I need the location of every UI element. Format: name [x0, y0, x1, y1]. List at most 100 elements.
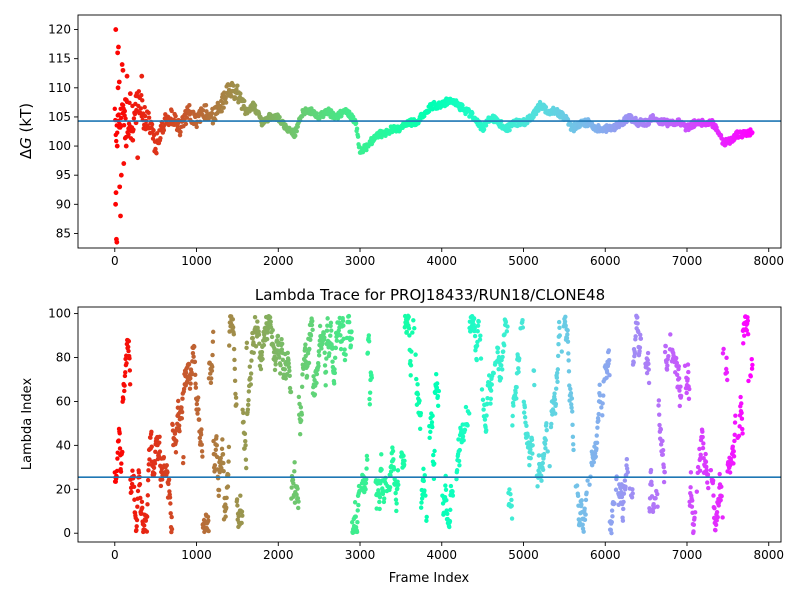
lambda-point: [465, 423, 470, 428]
lambda-point: [224, 505, 229, 510]
lambda-point: [629, 495, 635, 500]
lambda-point: [488, 388, 494, 393]
lambda-point: [153, 449, 158, 454]
lambda-point: [500, 354, 505, 360]
lambda-point: [231, 332, 237, 337]
lambda-point: [661, 479, 667, 485]
delta-g-point: [354, 126, 360, 131]
lambda-point: [700, 434, 705, 440]
lambda-point: [278, 371, 283, 376]
lambda-point: [316, 349, 322, 354]
lambda-point: [310, 318, 315, 324]
lambda-point: [421, 466, 426, 472]
lambda-point: [645, 357, 650, 363]
lambda-point: [329, 328, 334, 333]
lambda-point: [581, 529, 586, 534]
lambda-point: [569, 405, 574, 410]
lambda-y-tick-label: 0: [63, 526, 71, 540]
lambda-point: [541, 451, 547, 457]
lambda-point: [299, 412, 305, 417]
lambda-point: [595, 425, 600, 430]
lambda-point: [556, 342, 561, 347]
lambda-point: [495, 349, 500, 355]
lambda-point: [194, 401, 200, 407]
lambda-point: [714, 509, 720, 515]
lambda-point: [516, 369, 521, 375]
lambda-point: [410, 330, 415, 335]
lambda-point: [234, 497, 240, 502]
delta-g-point: [120, 102, 126, 108]
lambda-point: [142, 523, 147, 528]
lambda-point: [509, 516, 515, 521]
lambda-point: [227, 343, 232, 348]
delta-g-point: [130, 137, 136, 143]
delta-g-x-tick-label: 6000: [590, 254, 621, 268]
lambda-point: [574, 483, 580, 488]
lambda-point: [322, 350, 327, 355]
delta-g-point: [112, 106, 117, 112]
lambda-point: [566, 351, 571, 356]
lambda-point: [407, 333, 412, 338]
lambda-point: [472, 325, 477, 331]
lambda-point: [346, 313, 352, 319]
lambda-point: [214, 434, 219, 439]
lambda-point: [447, 524, 452, 530]
lambda-point: [565, 328, 570, 333]
lambda-point: [594, 446, 599, 451]
lambda-y-axis: 0 20 40 60 80 100: [48, 307, 78, 540]
lambda-point: [149, 444, 154, 449]
delta-g-point: [294, 128, 299, 134]
lambda-point: [332, 355, 338, 361]
lambda-point: [504, 329, 510, 334]
lambda-point: [498, 375, 504, 381]
delta-g-x-tick-label: 0: [111, 254, 119, 268]
delta-g-point: [183, 121, 189, 127]
delta-g-point: [732, 136, 737, 142]
lambda-point: [137, 481, 143, 487]
delta-g-point: [151, 128, 156, 133]
lambda-point: [245, 402, 251, 408]
lambda-point: [394, 508, 399, 514]
lambda-point: [210, 352, 215, 358]
lambda-point: [364, 477, 369, 482]
lambda-point: [324, 328, 330, 333]
lambda-point: [434, 381, 440, 386]
lambda-point: [434, 385, 440, 390]
lambda-point: [741, 341, 746, 346]
lambda-point: [327, 351, 332, 356]
lambda-point: [352, 500, 358, 505]
lambda-point: [139, 510, 144, 516]
lambda-point: [332, 367, 337, 372]
lambda-point: [303, 342, 308, 347]
lambda-point: [648, 467, 654, 473]
delta-g-point: [543, 105, 549, 110]
lambda-point: [645, 350, 651, 356]
lambda-point: [304, 373, 310, 379]
delta-g-point: [139, 73, 145, 79]
lambda-point: [695, 464, 701, 470]
lambda-point: [658, 427, 664, 432]
lambda-point: [314, 371, 320, 377]
lambda-point: [369, 375, 374, 380]
lambda-point: [688, 470, 694, 475]
lambda-point: [261, 342, 267, 348]
lambda-point: [471, 316, 477, 321]
lambda-point: [309, 322, 315, 328]
lambda-point: [623, 484, 628, 489]
lambda-point: [447, 518, 453, 524]
lambda-point: [216, 493, 221, 498]
lambda-point: [514, 384, 519, 390]
delta-g-point: [154, 131, 160, 136]
lambda-point: [126, 348, 131, 354]
lambda-point: [221, 468, 226, 474]
delta-g-point: [314, 111, 320, 116]
delta-g-point: [138, 106, 143, 111]
delta-g-point: [200, 108, 206, 113]
lambda-point: [731, 461, 736, 466]
lambda-point: [476, 319, 481, 324]
lambda-point: [509, 503, 514, 509]
lambda-point: [485, 401, 490, 406]
lambda-point: [367, 396, 372, 402]
lambda-point: [721, 346, 726, 352]
delta-g-point: [483, 123, 489, 128]
